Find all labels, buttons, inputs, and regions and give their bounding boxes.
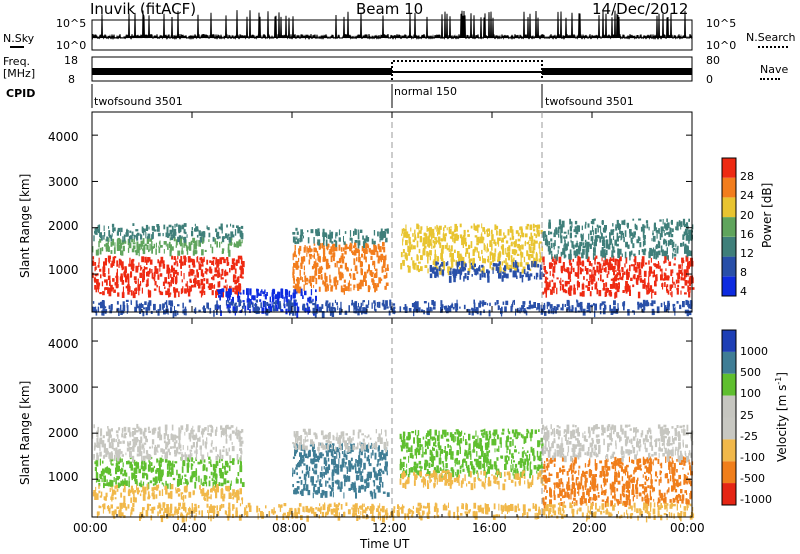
velocity-region-9: [96, 502, 695, 523]
xaxis-label: Time UT: [360, 537, 410, 551]
velocity-cb-swatch-3: [722, 395, 736, 418]
nsky-tick-top: 10^5: [56, 17, 87, 30]
freq-band-segment-3: [542, 68, 692, 75]
power-cb-swatch-2: [722, 236, 736, 257]
nsky-tick-bottom: 10^0: [56, 39, 87, 52]
power-cb-swatch-0: [722, 276, 736, 296]
power-cb-label-4: 4: [740, 285, 747, 298]
nave-dotted-series: [391, 60, 543, 80]
freq-band-segment-1: [92, 68, 392, 75]
power-region-4: [292, 227, 389, 249]
velocity-cb-swatch-2: [722, 373, 736, 396]
velocity-cb-label-500: 500: [740, 366, 761, 379]
freq-label: Freq.: [3, 55, 31, 68]
power-ytick-3000: 3000: [48, 175, 79, 189]
power-region-8: [542, 218, 694, 261]
xtick-2: 08:00: [272, 521, 307, 535]
velocity-cb-swatch-1: [722, 351, 736, 374]
freq-tick-top: 18: [64, 54, 78, 67]
nsky-panel-frame: [91, 19, 693, 51]
power-cb-swatch-1: [722, 256, 736, 277]
cpid-segment-1: twofsound 3501: [94, 95, 183, 108]
cpid-segment-2: normal 150: [394, 85, 458, 98]
velocity-cb-label-neg25: -25: [740, 430, 758, 443]
velocity-ytick-3000: 3000: [48, 382, 79, 396]
power-cb-label-24: 24: [740, 189, 754, 202]
nsearch-tick-bottom: 10^0: [706, 39, 737, 52]
nsearch-legend-line: [758, 46, 788, 48]
nave-tick-bottom: 0: [706, 73, 713, 86]
power-region-6: [429, 260, 545, 283]
nave-label: Nave: [760, 63, 789, 76]
power-ytick-1000: 1000: [48, 263, 79, 277]
velocity-cb-label-25: 25: [740, 409, 754, 422]
velocity-region-6: [399, 470, 545, 491]
velocity-region-0: [94, 456, 245, 490]
power-ytick-2000: 2000: [48, 219, 79, 233]
power-cb-label-16: 16: [740, 228, 754, 241]
velocity-cb-swatch-5: [722, 439, 736, 462]
power-region-2: [93, 223, 244, 243]
velocity-cb-swatch-0: [722, 330, 736, 352]
power-region-5: [400, 223, 543, 276]
velocity-cb-label-1000: 1000: [740, 345, 768, 358]
nsky-label: N.Sky: [3, 32, 35, 45]
velocity-cb-label-100: 100: [740, 387, 761, 400]
power-cb-label-20: 20: [740, 209, 754, 222]
velocity-region-2: [92, 423, 244, 463]
velocity-cb-frame: [721, 329, 737, 506]
velocity-cb-label-neg500: -500: [740, 472, 765, 485]
nsearch-label: N.Search: [746, 31, 796, 44]
power-cb-swatch-4: [722, 197, 736, 218]
power-cb-frame: [721, 157, 737, 297]
date-title: 14/Dec/2012: [592, 0, 689, 18]
nave-tick-top: 80: [706, 54, 720, 67]
velocity-region-3: [292, 442, 390, 500]
xtick-6: 00:00: [670, 521, 705, 535]
velocity-region-1: [92, 483, 244, 505]
power-cb-swatch-3: [722, 217, 736, 237]
power-cb-label-12: 12: [740, 247, 754, 260]
velocity-region-4: [292, 428, 389, 454]
nsearch-tick-top: 10^5: [706, 17, 737, 30]
cpid-label: CPID: [6, 87, 36, 100]
xtick-1: 04:00: [172, 521, 207, 535]
nave-legend-line: [760, 78, 780, 80]
velocity-ytick-2000: 2000: [48, 426, 79, 440]
station-title: Inuvik (fitACF): [90, 0, 197, 18]
power-region-7: [542, 255, 695, 299]
power-cb-swatch-5: [722, 177, 736, 198]
xtick-5: 20:00: [572, 521, 607, 535]
power-cb-label-8: 8: [740, 266, 747, 279]
beam-title: Beam 10: [356, 0, 424, 18]
power-region-3: [292, 241, 389, 295]
nsky-series: [91, 10, 693, 40]
power-cb-swatch-6: [722, 158, 736, 178]
velocity-cb-swatch-6: [722, 461, 736, 484]
freq-tick-bottom: 8: [68, 73, 75, 86]
xtick-0: 00:00: [73, 521, 108, 535]
power-cb-label-28: 28: [740, 170, 754, 183]
velocity-region-7: [542, 456, 694, 509]
velocity-cb-label-neg100: -100: [740, 451, 765, 464]
velocity-cb-swatch-7: [722, 483, 736, 505]
xtick-3: 12:00: [372, 521, 407, 535]
freq-unit-label: [MHz]: [3, 67, 36, 80]
power-region-1: [92, 237, 243, 257]
velocity-cb-label-neg1000: -1000: [740, 493, 772, 506]
velocity-ytick-4000: 4000: [48, 337, 79, 351]
cpid-segment-3: twofsound 3501: [545, 95, 634, 108]
power-ytick-4000: 4000: [48, 130, 79, 144]
nsky-legend-line: [10, 46, 24, 48]
velocity-cb-swatch-4: [722, 417, 736, 440]
velocity-region-8: [542, 424, 694, 463]
power-region-0: [92, 255, 245, 299]
velocity-ytick-1000: 1000: [48, 470, 79, 484]
xtick-4: 16:00: [472, 521, 507, 535]
